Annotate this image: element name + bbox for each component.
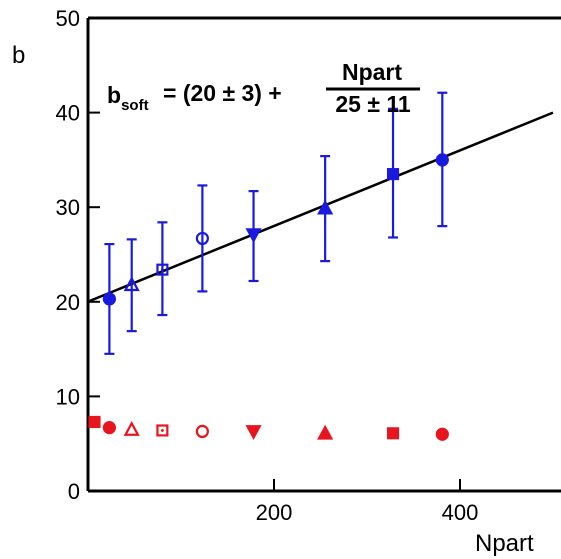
data-point-marker — [123, 276, 140, 292]
fit-formula: bsoft = (20 ± 3) + Npart 25 ± 11 — [107, 59, 420, 117]
series-layer — [88, 91, 449, 441]
square-shape — [386, 168, 400, 181]
data-point-marker — [102, 292, 116, 306]
data-point-marker — [317, 199, 334, 215]
data-point-marker — [156, 424, 169, 437]
y-tick-label: 10 — [56, 384, 80, 409]
y-tick-label: 40 — [56, 101, 80, 126]
y-tick-label: 50 — [56, 6, 80, 31]
y-tick-label: 30 — [56, 195, 80, 220]
data-point-marker — [156, 263, 169, 276]
formula-lhs-symbol: b — [107, 82, 121, 108]
data-point-marker — [245, 228, 262, 244]
series-1 — [88, 415, 449, 441]
axis-ticks — [88, 17, 461, 492]
formula-lhs: bsoft — [107, 82, 149, 114]
square-shape — [156, 263, 169, 276]
data-point-marker — [435, 427, 449, 441]
data-point-marker — [123, 420, 140, 436]
x-tick-label: 200 — [256, 500, 293, 525]
x-tick-label: 400 — [442, 500, 479, 525]
square-center-dot — [161, 429, 164, 432]
data-point-marker — [245, 425, 262, 440]
plot-frame — [86, 16, 561, 493]
y-tick-label: 0 — [68, 479, 80, 504]
series-0 — [102, 91, 449, 355]
data-point-marker — [88, 415, 101, 428]
y-axis-title: b — [12, 42, 25, 69]
formula-constant-term: = (20 ± 3) + — [163, 80, 282, 106]
y-tick-label: 20 — [56, 290, 80, 315]
square-shape — [156, 424, 169, 437]
data-point-marker — [435, 153, 449, 167]
data-point-marker — [386, 427, 400, 440]
x-axis-title: Npart — [475, 530, 534, 557]
formula-denominator: 25 ± 11 — [335, 91, 411, 117]
data-point-marker — [195, 231, 209, 246]
data-point-marker — [195, 424, 209, 439]
square-center-dot — [161, 268, 164, 272]
data-point-marker — [386, 168, 400, 181]
data-point-marker — [102, 421, 116, 435]
formula-numerator: Npart — [342, 59, 402, 85]
square-shape — [386, 427, 400, 440]
formula-lhs-subscript: soft — [121, 97, 149, 114]
square-shape — [88, 415, 101, 428]
data-point-marker — [317, 424, 334, 440]
axis-tick-labels: 0 10 20 30 40 50 200 400 — [56, 6, 479, 525]
